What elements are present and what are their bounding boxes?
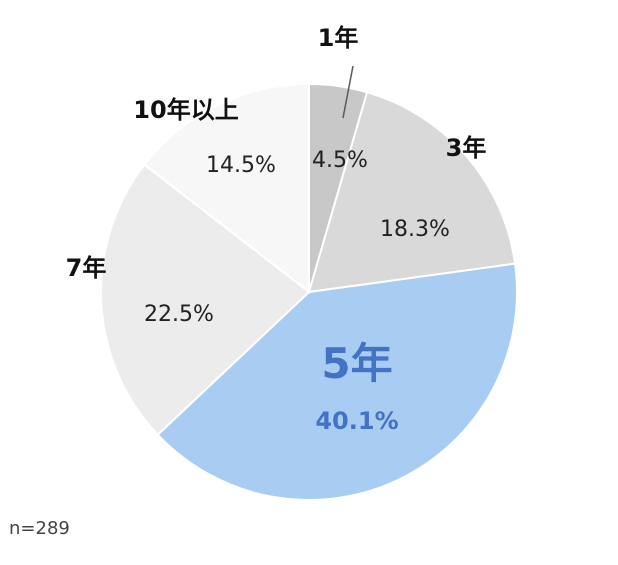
pie-slice-5year: [156, 262, 518, 501]
sample-size-note: n=289: [9, 518, 70, 539]
pie-slice-7year: [100, 163, 311, 437]
value-label-3year: 18.3%: [380, 217, 450, 242]
pie-slice-3year: [307, 91, 517, 294]
category-label-1year: 1年: [318, 24, 359, 52]
value-label-5year: 40.1%: [315, 407, 398, 435]
pie-slice-10year-plus: [143, 82, 310, 295]
category-label-3year: 3年: [446, 134, 487, 162]
leader-line-1year: [342, 65, 354, 119]
category-label-5year: 5年: [321, 339, 392, 388]
category-label-7year: 7年: [66, 254, 107, 282]
value-label-10year-plus: 14.5%: [206, 153, 276, 178]
value-label-1year: 4.5%: [312, 148, 368, 173]
category-label-10year-plus: 10年以上: [133, 96, 238, 124]
value-label-7year: 22.5%: [144, 302, 214, 327]
